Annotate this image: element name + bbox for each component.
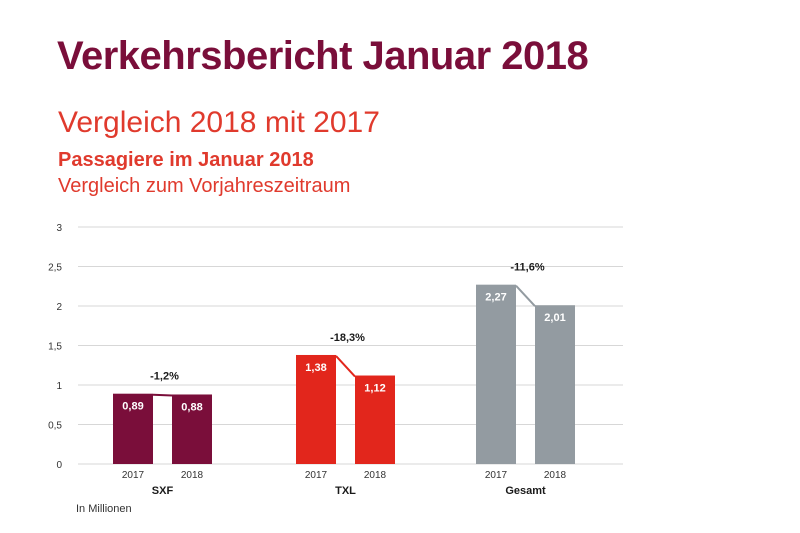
x-tick-label: 2018 xyxy=(364,470,387,481)
chart-title: Passagiere im Januar 2018 xyxy=(58,149,314,171)
x-tick-label: 2018 xyxy=(544,470,567,481)
page-subtitle: Vergleich 2018 mit 2017 xyxy=(58,106,380,139)
x-tick-label: 2018 xyxy=(181,470,204,481)
bar-value-label: 2,01 xyxy=(544,312,565,324)
bar-gesamt-2017 xyxy=(476,284,516,464)
y-tick-label: 3 xyxy=(56,223,62,234)
unit-note: In Millionen xyxy=(76,503,132,515)
bar-txl-2017 xyxy=(296,354,336,464)
bar-value-label: 0,88 xyxy=(181,401,202,413)
bar-sxf-2017 xyxy=(113,393,153,464)
y-tick-label: 1 xyxy=(56,381,62,392)
category-label: TXL xyxy=(335,485,356,497)
chart-subtitle: Vergleich zum Vorjahreszeitraum xyxy=(58,175,351,197)
x-tick-label: 2017 xyxy=(305,470,328,481)
change-label: -18,3% xyxy=(330,332,365,344)
change-label: -11,6% xyxy=(510,262,544,274)
bar-value-label: 1,12 xyxy=(364,383,385,395)
category-label: Gesamt xyxy=(505,485,546,497)
category-label: SXF xyxy=(152,485,174,497)
change-connector xyxy=(515,284,536,307)
page-title: Verkehrsbericht Januar 2018 xyxy=(57,34,589,78)
y-tick-label: 2,5 xyxy=(48,263,62,274)
bar-value-label: 1,38 xyxy=(305,362,326,374)
bar-sxf-2018 xyxy=(172,394,212,464)
change-connector xyxy=(152,393,173,397)
bar-value-label: 2,27 xyxy=(485,292,506,304)
bar-value-label: 0,89 xyxy=(122,401,143,413)
change-connector xyxy=(335,355,356,378)
y-tick-label: 1,5 xyxy=(48,342,62,353)
y-tick-label: 2 xyxy=(56,302,62,313)
y-tick-label: 0 xyxy=(56,460,62,471)
bar-gesamt-2018 xyxy=(535,305,575,464)
change-label: -1,2% xyxy=(150,371,179,383)
x-tick-label: 2017 xyxy=(485,470,508,481)
x-tick-label: 2017 xyxy=(122,470,145,481)
y-tick-label: 0,5 xyxy=(48,421,62,432)
bar-txl-2018 xyxy=(355,375,395,464)
